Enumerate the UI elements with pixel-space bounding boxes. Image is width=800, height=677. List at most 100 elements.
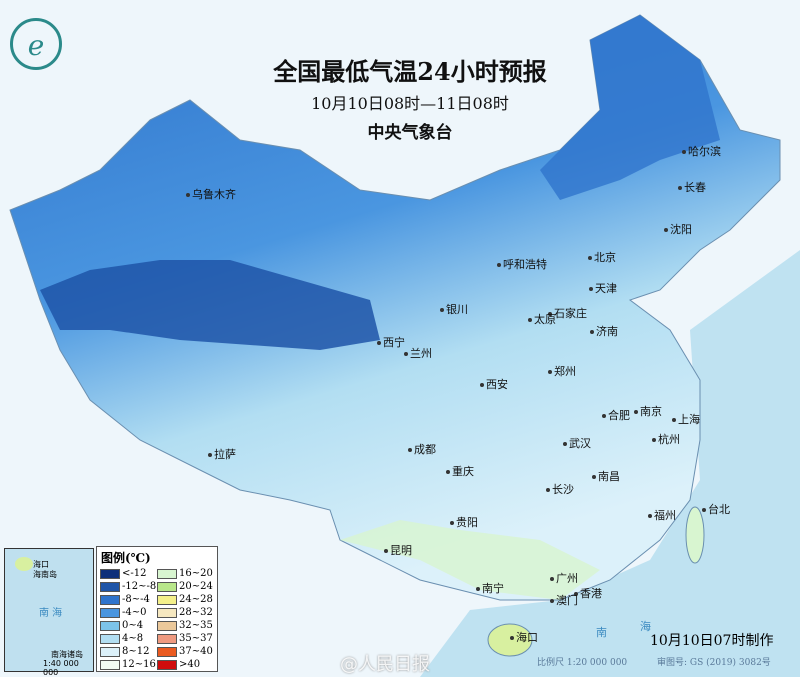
legend-label: <-12 [122, 568, 147, 579]
city-label: 郑州 [548, 363, 576, 379]
city-label: 南昌 [592, 468, 620, 484]
legend-item: 0~4 [100, 620, 157, 631]
city-label: 南京 [634, 403, 662, 419]
legend-label: -8~-4 [122, 594, 150, 605]
legend-label: 8~12 [122, 646, 150, 657]
cma-logo: ℯ [10, 18, 62, 70]
legend-label: 0~4 [122, 620, 144, 631]
city-label: 杭州 [652, 431, 680, 447]
legend-label: >40 [179, 659, 201, 670]
legend-title: 图例(℃) [101, 551, 151, 565]
city-label: 济南 [590, 323, 618, 339]
city-label: 昆明 [384, 542, 412, 558]
legend-label: 32~35 [179, 620, 213, 631]
legend-swatch [100, 659, 120, 670]
legend-item: >40 [157, 659, 214, 670]
sea-label: 南 [596, 626, 607, 639]
legend-label: 35~37 [179, 633, 213, 644]
city-label: 北京 [588, 249, 616, 265]
taiwan-island [685, 506, 705, 564]
inset-sea-label: 南 海 [39, 608, 63, 619]
legend-swatch [157, 581, 177, 592]
legend-swatch [157, 659, 177, 670]
legend-item: 37~40 [157, 646, 214, 657]
inset-scale: 1:40 000 000 [43, 659, 79, 677]
watermark: @人民日报 [340, 654, 430, 675]
city-label: 武汉 [563, 435, 591, 451]
legend-swatch [157, 646, 177, 657]
legend-item: -4~0 [100, 607, 157, 618]
legend-swatch [157, 594, 177, 605]
legend-label: 24~28 [179, 594, 213, 605]
legend-label: -4~0 [122, 607, 147, 618]
city-label: 广州 [550, 570, 578, 586]
legend-item: <-12 [100, 568, 157, 579]
legend-item: 35~37 [157, 633, 214, 644]
legend-swatch [100, 568, 120, 579]
map-scale: 比例尺 1:20 000 000 [537, 658, 628, 668]
agency-name: 中央气象台 [367, 123, 453, 143]
legend-item: 16~20 [157, 568, 214, 579]
legend-label: -12~-8 [122, 581, 157, 592]
city-label: 长沙 [546, 481, 574, 497]
map-title: 全国最低气温24小时预报 [273, 57, 547, 86]
legend-item: 8~12 [100, 646, 157, 657]
legend-item: -8~-4 [100, 594, 157, 605]
inset-label: 海口 [33, 560, 49, 569]
south-china-sea-inset: 海口 海南岛 南 海 南海诸岛 1:40 000 000 [4, 548, 94, 677]
legend-item: 4~8 [100, 633, 157, 644]
city-label: 哈尔滨 [682, 143, 721, 159]
legend: 图例(℃) <-12 16~20 -12~-8 20~24 -8~-4 24~28 -4~0… [96, 546, 218, 672]
legend-item: 24~28 [157, 594, 214, 605]
city-label: 澳门 [550, 592, 578, 608]
city-label: 西宁 [377, 334, 405, 350]
northeast-cold-zone [540, 15, 720, 200]
city-label: 香港 [574, 585, 602, 601]
city-label: 海口 [510, 629, 538, 645]
city-label: 合肥 [602, 407, 630, 423]
legend-label: 12~16 [122, 659, 156, 670]
legend-label: 16~20 [179, 568, 213, 579]
city-label: 太原 [528, 311, 556, 327]
legend-swatch [100, 581, 120, 592]
legend-swatch [157, 607, 177, 618]
city-label: 呼和浩特 [497, 256, 547, 272]
legend-swatch [100, 594, 120, 605]
city-label: 拉萨 [208, 446, 236, 462]
legend-swatch [157, 620, 177, 631]
city-label: 贵阳 [450, 514, 478, 530]
city-label: 福州 [648, 507, 676, 523]
inset-label: 海南岛 [33, 570, 57, 579]
legend-label: 4~8 [122, 633, 144, 644]
legend-swatch [157, 568, 177, 579]
review-number: 审图号: GS (2019) 3082号 [657, 658, 771, 668]
city-label: 上海 [672, 411, 700, 427]
legend-label: 28~32 [179, 607, 213, 618]
legend-swatch [100, 633, 120, 644]
forecast-period: 10月10日08时—11日08时 [311, 94, 509, 113]
legend-item: 12~16 [100, 659, 157, 670]
city-label: 长春 [678, 179, 706, 195]
city-label: 天津 [589, 280, 617, 296]
city-label: 乌鲁木齐 [186, 186, 236, 202]
legend-swatch [100, 620, 120, 631]
legend-swatch [100, 646, 120, 657]
inset-hainan [15, 557, 33, 571]
city-label: 成都 [408, 441, 436, 457]
south-warm-zone [340, 520, 600, 600]
city-label: 银川 [440, 301, 468, 317]
legend-item: 32~35 [157, 620, 214, 631]
production-time: 10月10日07时制作 [650, 633, 774, 649]
sea-area [420, 250, 800, 677]
legend-swatch [157, 633, 177, 644]
city-label: 兰州 [404, 345, 432, 361]
legend-swatch [100, 607, 120, 618]
city-label: 南宁 [476, 580, 504, 596]
tibet-cold-zone [40, 260, 380, 350]
city-label: 石家庄 [548, 305, 587, 321]
legend-item: 20~24 [157, 581, 214, 592]
city-label: 西安 [480, 376, 508, 392]
legend-label: 20~24 [179, 581, 213, 592]
legend-item: 28~32 [157, 607, 214, 618]
